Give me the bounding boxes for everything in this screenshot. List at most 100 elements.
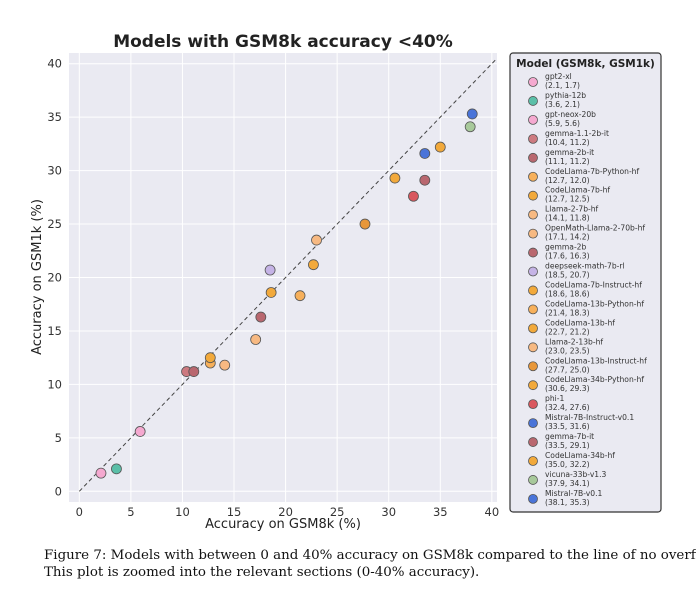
x-tick-labels: 0 5 10 15 20 25 30 35 40 [76, 505, 500, 519]
legend-item: phi-1(32.4, 27.6) [528, 394, 590, 412]
point-gemma-2b-it [188, 366, 200, 377]
legend-model-name: gemma-2b-it [545, 148, 594, 157]
y-tick-label: 25 [47, 217, 62, 231]
legend-model-name: deepseek-math-7b-rl [545, 262, 625, 271]
legend-marker [528, 380, 538, 391]
legend-item: CodeLlama-7b-Python-hf(12.7, 12.0) [528, 167, 639, 185]
legend-item: gemma-7b-it(33.5, 29.1) [528, 432, 594, 450]
legend-item: Mistral-7B-Instruct-v0.1(33.5, 31.6) [528, 413, 634, 431]
legend-model-values: (5.9, 5.6) [545, 119, 580, 128]
point-vicuna-33b-v1-3 [464, 121, 476, 133]
point-codellama-34b-python-hf [389, 172, 401, 184]
legend-model-name: vicuna-33b-v1.3 [545, 470, 607, 479]
legend-model-name: CodeLlama-13b-Instruct-hf [545, 356, 647, 365]
legend-item: gpt-neox-20b(5.9, 5.6) [528, 110, 596, 128]
legend-item: deepseek-math-7b-rl(18.5, 20.7) [528, 262, 625, 280]
point-deepseek-math-7b-rl [264, 264, 276, 276]
point-mistral-7b-instruct-v0-1 [419, 148, 431, 159]
legend-model-name: Mistral-7B-Instruct-v0.1 [545, 413, 634, 422]
x-tick-label: 5 [127, 505, 134, 519]
legend-marker [528, 209, 538, 220]
legend-marker [528, 399, 538, 410]
x-tick-label: 0 [76, 505, 83, 519]
legend-marker [528, 361, 538, 372]
legend-model-values: (38.1, 35.3) [545, 498, 590, 507]
legend-marker [528, 228, 538, 239]
legend-model-name: OpenMath-Llama-2-70b-hf [545, 224, 645, 233]
legend-item: pythia-12b(3.6, 2.1) [528, 91, 586, 109]
legend-marker [528, 133, 538, 144]
legend-model-name: Llama-2-7b-hf [545, 205, 599, 214]
legend-item: OpenMath-Llama-2-70b-hf(17.1, 14.2) [528, 224, 645, 242]
legend-marker [528, 493, 538, 504]
legend-model-values: (2.1, 1.7) [545, 81, 580, 90]
legend-item: CodeLlama-13b-Python-hf(21.4, 18.3) [528, 299, 644, 317]
legend-model-name: gemma-7b-it [545, 432, 594, 441]
legend-item: Mistral-7B-v0.1(38.1, 35.3) [528, 489, 603, 507]
legend-model-values: (18.5, 20.7) [545, 271, 590, 280]
x-tick-label: 35 [433, 505, 448, 519]
legend-marker [528, 475, 538, 485]
figure-caption: Figure 7: Models with between 0 and 40% … [44, 547, 696, 581]
legend-marker [528, 171, 538, 182]
point-codellama-7b-hf [204, 352, 216, 364]
legend-marker [528, 304, 538, 315]
y-tick-label: 20 [47, 271, 62, 285]
legend-model-values: (23.0, 23.5) [545, 346, 590, 355]
point-gemma-7b-it [419, 174, 431, 186]
no-overfit-line [78, 57, 498, 492]
legend-model-values: (3.6, 2.1) [545, 100, 580, 109]
legend-model-values: (12.7, 12.0) [545, 176, 590, 185]
legend-model-name: CodeLlama-13b-hf [545, 318, 615, 327]
legend-item: gemma-2b(17.6, 16.3) [528, 243, 590, 261]
data-points [95, 108, 478, 479]
point-codellama-13b-instruct-hf [359, 218, 371, 230]
point-mistral-7b-v0-1 [466, 108, 478, 120]
point-llama-2-13b-hf [311, 234, 322, 246]
legend-model-name: gpt2-xl [545, 72, 572, 81]
legend-model-values: (17.1, 14.2) [545, 233, 590, 242]
legend-title: Model (GSM8k, GSM1k) [516, 58, 655, 70]
y-tick-label: 10 [47, 377, 62, 391]
legend-item: vicuna-33b-v1.3(37.9, 34.1) [528, 470, 607, 488]
caption-line-2: This plot is zoomed into the relevant se… [44, 565, 480, 580]
legend-model-name: Mistral-7B-v0.1 [545, 489, 603, 498]
point-llama-2-7b-hf [219, 359, 231, 371]
legend-model-name: phi-1 [545, 394, 564, 403]
legend-item: Llama-2-7b-hf(14.1, 11.8) [528, 205, 599, 223]
legend-model-name: CodeLlama-34b-Python-hf [545, 375, 644, 384]
point-gpt-neox-20b [134, 426, 146, 437]
point-gpt2-xl [95, 467, 107, 479]
legend-item: CodeLlama-34b-Python-hf(30.6, 29.3) [528, 375, 644, 393]
legend-marker [528, 190, 538, 201]
y-tick-label: 35 [47, 110, 62, 124]
chart-title: Models with GSM8k accuracy <40% [113, 32, 453, 52]
x-tick-label: 30 [381, 505, 396, 519]
legend-model-name: CodeLlama-7b-hf [545, 186, 610, 195]
x-tick-label: 15 [227, 505, 242, 519]
point-pythia-12b [111, 463, 122, 475]
point-phi-1 [408, 190, 419, 202]
legend-item: gemma-2b-it(11.1, 11.2) [528, 148, 594, 166]
legend-model-values: (10.4, 11.2) [545, 138, 590, 147]
legend-item: gemma-1.1-2b-it(10.4, 11.2) [528, 129, 609, 147]
legend-marker [528, 266, 538, 277]
legend-marker [528, 152, 538, 163]
legend-item: CodeLlama-34b-hf(35.0, 32.2) [528, 451, 615, 469]
legend-model-values: (30.6, 29.3) [545, 384, 590, 393]
grid-lines [69, 53, 497, 502]
y-tick-label: 15 [47, 324, 62, 338]
legend-model-name: gemma-2b [545, 243, 587, 252]
legend-marker [528, 285, 538, 296]
point-codellama-7b-instruct-hf [265, 287, 277, 298]
legend-model-values: (22.7, 21.2) [545, 327, 590, 336]
legend-model-values: (33.5, 29.1) [545, 441, 590, 450]
x-tick-label: 20 [278, 505, 293, 519]
legend-model-values: (27.7, 25.0) [545, 365, 590, 374]
legend-model-values: (17.6, 16.3) [545, 252, 590, 261]
legend-marker [528, 418, 538, 429]
y-tick-label: 30 [47, 164, 62, 178]
legend-model-name: pythia-12b [545, 91, 586, 100]
legend-item: CodeLlama-7b-hf(12.7, 12.5) [528, 186, 610, 204]
legend-item: Llama-2-13b-hf(23.0, 23.5) [528, 337, 603, 355]
